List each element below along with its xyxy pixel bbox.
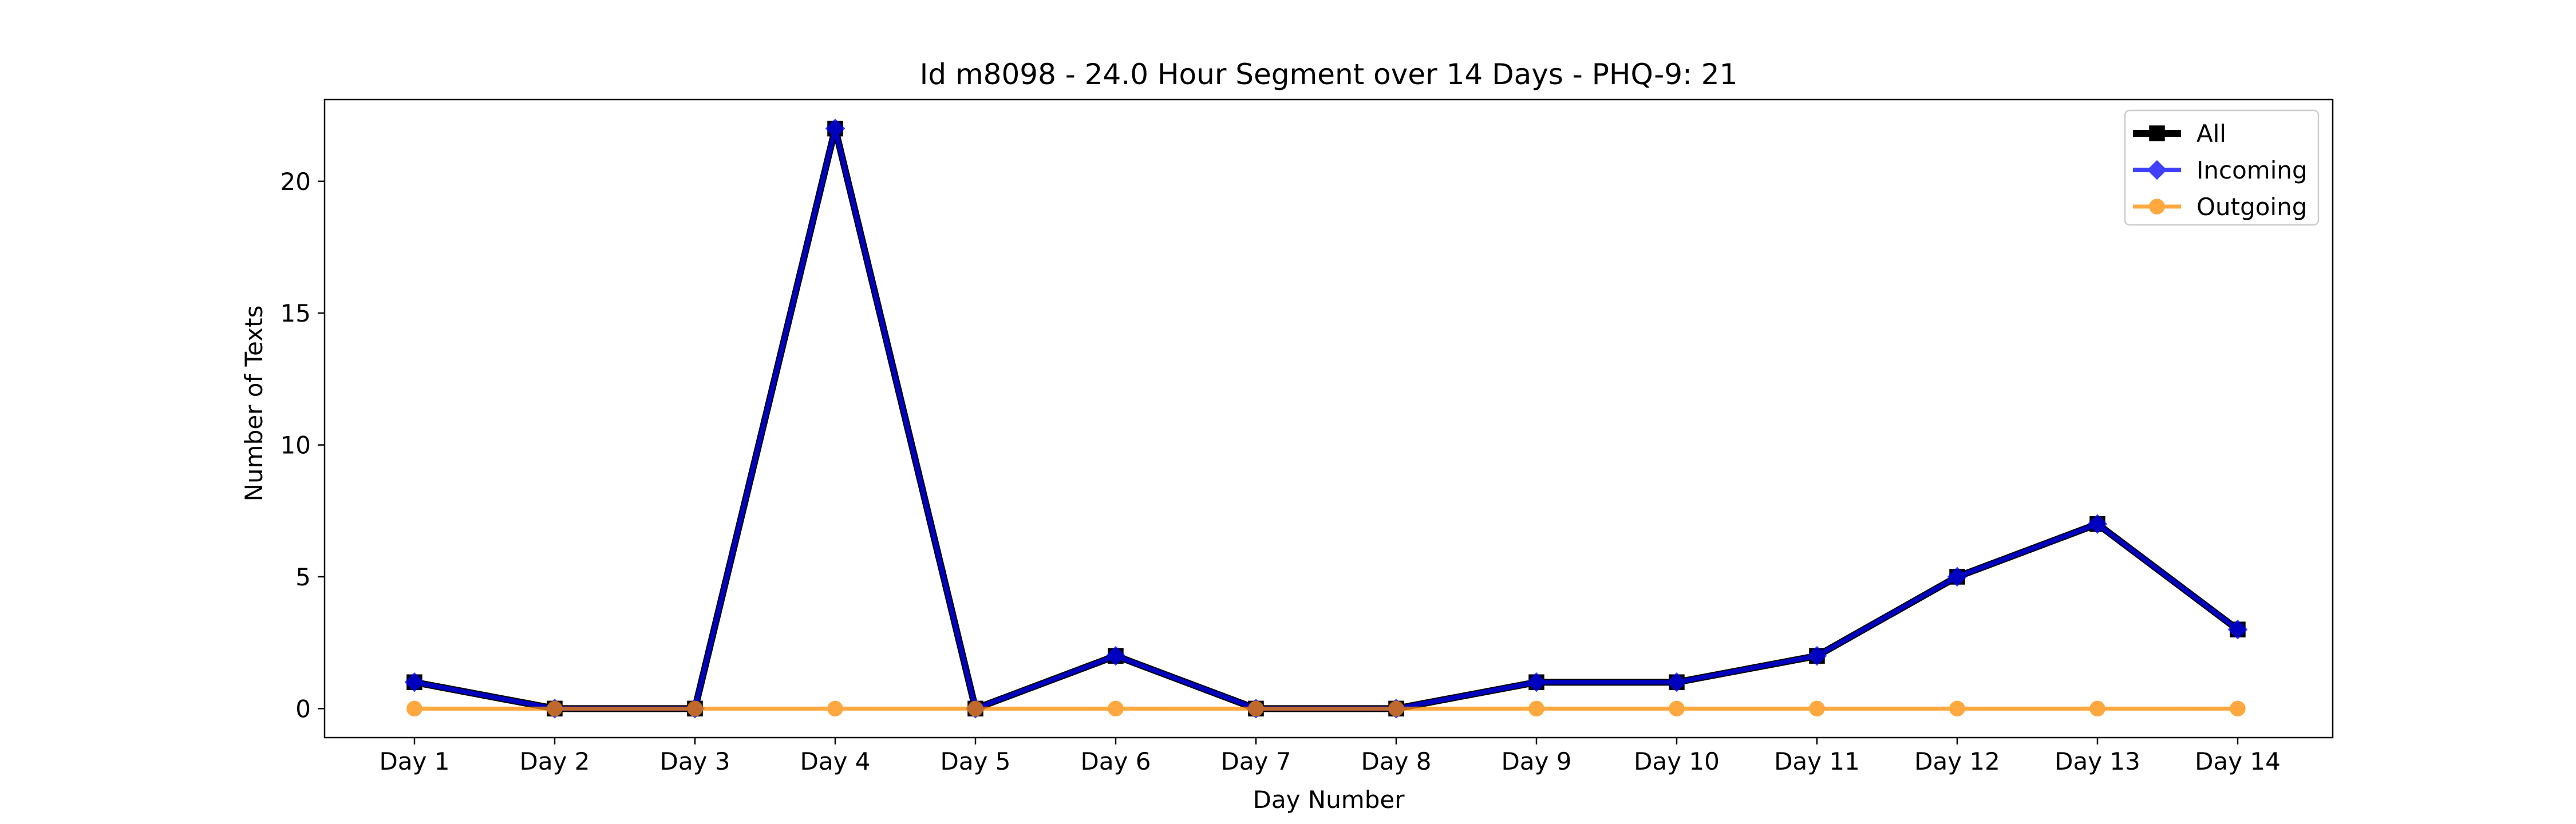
data-point-outgoing	[1388, 700, 1404, 717]
x-tick-label: Day 13	[2055, 747, 2140, 775]
legend: All Incoming Outgoing	[2124, 109, 2320, 226]
data-point-outgoing	[687, 700, 703, 717]
legend-label-incoming: Incoming	[2196, 156, 2308, 184]
data-point-outgoing	[1809, 700, 1825, 717]
x-tick-label: Day 4	[800, 747, 870, 775]
legend-swatch-incoming	[2133, 160, 2181, 180]
legend-marker-outgoing	[2149, 199, 2165, 215]
legend-swatch-all	[2133, 125, 2181, 141]
x-tick-label: Day 3	[659, 747, 730, 775]
data-point-outgoing	[1248, 700, 1264, 717]
series-incoming	[404, 118, 2248, 719]
series-all	[406, 120, 2246, 717]
data-point-incoming	[1105, 645, 1126, 666]
data-point-outgoing	[547, 700, 563, 717]
data-point-incoming	[404, 672, 425, 692]
series-line-all	[413, 125, 2240, 712]
data-point-outgoing	[1949, 700, 1965, 717]
data-point-incoming	[1807, 645, 1827, 666]
legend-marker-incoming	[2147, 160, 2167, 180]
data-point-outgoing	[406, 700, 422, 717]
legend-item-all: All	[2133, 120, 2226, 148]
chart-title: Id m8098 - 24.0 Hour Segment over 14 Day…	[920, 58, 1738, 91]
data-point-outgoing	[1108, 700, 1124, 717]
x-tick-label: Day 9	[1501, 747, 1571, 775]
data-point-outgoing	[1528, 700, 1544, 717]
x-tick-label: Day 12	[1914, 747, 2000, 775]
legend-swatch-outgoing	[2133, 199, 2181, 215]
legend-box	[2124, 109, 2320, 226]
x-tick-label: Day 7	[1220, 747, 1291, 775]
y-tick-label: 15	[280, 299, 311, 327]
series-line-incoming	[414, 126, 2239, 711]
legend-marker-all	[2149, 125, 2165, 141]
data-point-outgoing	[827, 700, 843, 717]
x-axis-title: Day Number	[1253, 786, 1405, 814]
series-outgoing	[406, 700, 2246, 717]
x-tick-label: Day 5	[940, 747, 1010, 775]
data-point-outgoing	[967, 700, 983, 717]
data-point-incoming	[2227, 619, 2248, 640]
data-point-incoming	[2087, 514, 2108, 534]
x-tick-label: Day 11	[1774, 747, 1860, 775]
data-point-incoming	[825, 118, 846, 138]
x-tick-label: Day 14	[2195, 747, 2281, 775]
y-axis-title: Number of Texts	[240, 306, 268, 502]
legend-item-outgoing: Outgoing	[2133, 193, 2307, 221]
x-tick-label: Day 10	[1634, 747, 1720, 775]
x-tick-label: Day 2	[519, 747, 590, 775]
x-tick-label: Day 8	[1361, 747, 1431, 775]
legend-label-outgoing: Outgoing	[2196, 193, 2307, 221]
data-point-outgoing	[2089, 700, 2105, 717]
y-tick-label: 5	[295, 563, 311, 591]
y-tick-label: 20	[280, 168, 311, 196]
series-lines	[404, 118, 2248, 719]
x-tick-label: Day 1	[379, 747, 449, 775]
x-tick-label: Day 6	[1080, 747, 1151, 775]
legend-item-incoming: Incoming	[2133, 156, 2308, 184]
legend-label-all: All	[2196, 120, 2226, 148]
y-tick-label: 10	[280, 431, 311, 459]
plot-area-frame	[323, 98, 2334, 739]
data-point-outgoing	[2230, 700, 2246, 717]
data-point-outgoing	[1669, 700, 1685, 717]
data-point-incoming	[1666, 672, 1687, 692]
axis-ticks: Day 1 Day 2 Day 3 Day 4 Day 5 Day 6 Day 7 Day 8…	[280, 168, 2281, 775]
data-point-incoming	[1947, 566, 1967, 587]
y-tick-label: 0	[295, 695, 311, 723]
data-point-incoming	[1526, 672, 1547, 692]
